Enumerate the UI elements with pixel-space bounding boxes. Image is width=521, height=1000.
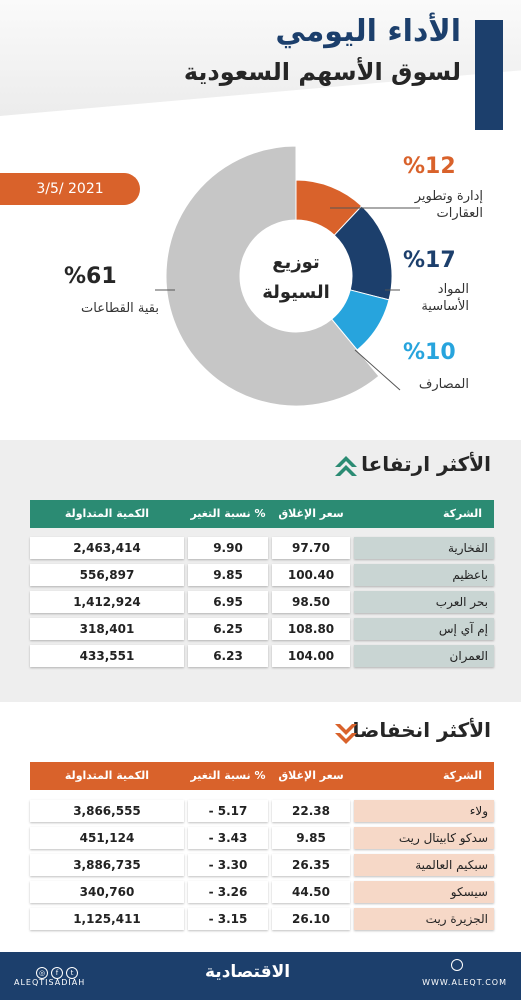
slice-label-other-sectors: بقية القطاعات <box>81 301 159 316</box>
change-cell: 9.90 <box>188 537 268 559</box>
col-volume: الكمية المتداولة <box>64 769 150 782</box>
top-gainers-section: الأكثر ارتفاعا الكمية المتداولة نسبة الت… <box>0 440 521 702</box>
volume-cell: 556,897 <box>30 564 184 586</box>
table-row: 2,463,414 9.90 97.70 الفخارية <box>30 537 494 559</box>
center-label-line1: توزيع <box>272 252 320 273</box>
company-cell: سيسكو <box>354 881 494 903</box>
liquidity-distribution: 3/5/ 2021 توزيع السيولة %12 إدارة وتطوير… <box>0 140 521 440</box>
table-row: 556,897 9.85 100.40 باعظيم <box>30 564 494 586</box>
down-arrow-icon <box>335 724 357 744</box>
col-company: الشركة <box>442 769 482 782</box>
slice-pct-real-estate: %12 <box>403 154 456 179</box>
col-change: نسبة التغير % <box>190 507 266 520</box>
gainers-table-header: الكمية المتداولة نسبة التغير % سعر الإغل… <box>30 500 494 528</box>
company-cell: سبكيم العالمية <box>354 854 494 876</box>
volume-cell: 1,125,411 <box>30 908 184 930</box>
footer: ◎ f t ALEQTISADIAH الاقتصادية WWW.ALEQT.CO… <box>0 952 521 1000</box>
change-cell: 6.25 <box>188 618 268 640</box>
volume-cell: 1,412,924 <box>30 591 184 613</box>
close-cell: 44.50 <box>272 881 350 903</box>
change-cell: - 5.17 <box>188 800 268 822</box>
slice-label-materials: المواد الأساسية <box>421 281 469 315</box>
instagram-icon[interactable]: ◎ <box>36 967 48 979</box>
table-row: 340,760 - 3.26 44.50 سيسكو <box>30 881 494 903</box>
header: الأداء اليومي لسوق الأسهم السعودية <box>0 0 521 140</box>
date-badge: 3/5/ 2021 <box>0 173 140 205</box>
company-cell: سدكو كابيتال ريت <box>354 827 494 849</box>
company-cell: إم آي إس <box>354 618 494 640</box>
col-close: سعر الإغلاق <box>278 769 344 782</box>
page-subtitle: لسوق الأسهم السعودية <box>183 58 461 86</box>
leader-line <box>354 349 401 391</box>
social-icons: ◎ f t <box>36 960 81 979</box>
close-cell: 26.35 <box>272 854 350 876</box>
table-row: 1,125,411 - 3.15 26.10 الجزيرة ريت <box>30 908 494 930</box>
table-row: 451,124 - 3.43 9.85 سدكو كابيتال ريت <box>30 827 494 849</box>
close-cell: 26.10 <box>272 908 350 930</box>
close-cell: 98.50 <box>272 591 350 613</box>
change-cell: - 3.26 <box>188 881 268 903</box>
change-cell: 6.23 <box>188 645 268 667</box>
slice-pct-other-sectors: %61 <box>64 264 117 289</box>
center-label-line2: السيولة <box>262 282 330 303</box>
table-row: 433,551 6.23 104.00 العمران <box>30 645 494 667</box>
change-cell: - 3.30 <box>188 854 268 876</box>
facebook-icon[interactable]: f <box>51 967 63 979</box>
company-cell: الفخارية <box>354 537 494 559</box>
col-change: نسبة التغير % <box>190 769 266 782</box>
website-link[interactable]: WWW.ALEQT.COM <box>422 978 507 987</box>
close-cell: 104.00 <box>272 645 350 667</box>
volume-cell: 3,866,555 <box>30 800 184 822</box>
volume-cell: 451,124 <box>30 827 184 849</box>
table-row: 3,886,735 - 3.30 26.35 سبكيم العالمية <box>30 854 494 876</box>
losers-table-header: الكمية المتداولة نسبة التغير % سعر الإغل… <box>30 762 494 790</box>
company-cell: بحر العرب <box>354 591 494 613</box>
liquidity-donut-chart <box>155 145 420 407</box>
label-line: العقارات <box>436 206 483 221</box>
col-company: الشركة <box>442 507 482 520</box>
page-title: الأداء اليومي <box>275 14 461 49</box>
change-cell: 6.95 <box>188 591 268 613</box>
table-row: 318,401 6.25 108.80 إم آي إس <box>30 618 494 640</box>
change-cell: 9.85 <box>188 564 268 586</box>
close-cell: 9.85 <box>272 827 350 849</box>
slice-pct-banks: %10 <box>403 340 456 365</box>
slice-label-real-estate: إدارة وتطوير العقارات <box>415 188 483 222</box>
brand-logo: الاقتصادية <box>205 962 291 982</box>
up-arrow-icon <box>335 456 357 476</box>
change-cell: - 3.43 <box>188 827 268 849</box>
close-cell: 100.40 <box>272 564 350 586</box>
gainers-title: الأكثر ارتفاعا <box>361 452 491 476</box>
table-row: 1,412,924 6.95 98.50 بحر العرب <box>30 591 494 613</box>
volume-cell: 340,760 <box>30 881 184 903</box>
donut-center-label: توزيع السيولة <box>242 248 350 308</box>
company-cell: باعظيم <box>354 564 494 586</box>
close-cell: 97.70 <box>272 537 350 559</box>
volume-cell: 433,551 <box>30 645 184 667</box>
company-cell: ولاء <box>354 800 494 822</box>
close-cell: 22.38 <box>272 800 350 822</box>
company-cell: الجزيرة ريت <box>354 908 494 930</box>
volume-cell: 2,463,414 <box>30 537 184 559</box>
label-line: المواد <box>437 282 469 297</box>
top-losers-section: الأكثر انخفاضا الكمية المتداولة نسبة الت… <box>0 702 521 952</box>
twitter-icon[interactable]: t <box>66 967 78 979</box>
social-handle[interactable]: ALEQTISADIAH <box>14 978 86 987</box>
title-accent-bar <box>475 20 503 130</box>
close-cell: 108.80 <box>272 618 350 640</box>
col-close: سعر الإغلاق <box>278 507 344 520</box>
col-volume: الكمية المتداولة <box>64 507 150 520</box>
volume-cell: 318,401 <box>30 618 184 640</box>
slice-pct-materials: %17 <box>403 248 456 273</box>
slice-label-banks: المصارف <box>418 377 469 392</box>
globe-icon <box>451 959 463 971</box>
table-row: 3,866,555 - 5.17 22.38 ولاء <box>30 800 494 822</box>
donut-hole <box>240 220 352 332</box>
change-cell: - 3.15 <box>188 908 268 930</box>
label-line: إدارة وتطوير <box>414 189 483 204</box>
company-cell: العمران <box>354 645 494 667</box>
losers-title: الأكثر انخفاضا <box>352 718 491 742</box>
label-line: الأساسية <box>421 299 469 314</box>
volume-cell: 3,886,735 <box>30 854 184 876</box>
